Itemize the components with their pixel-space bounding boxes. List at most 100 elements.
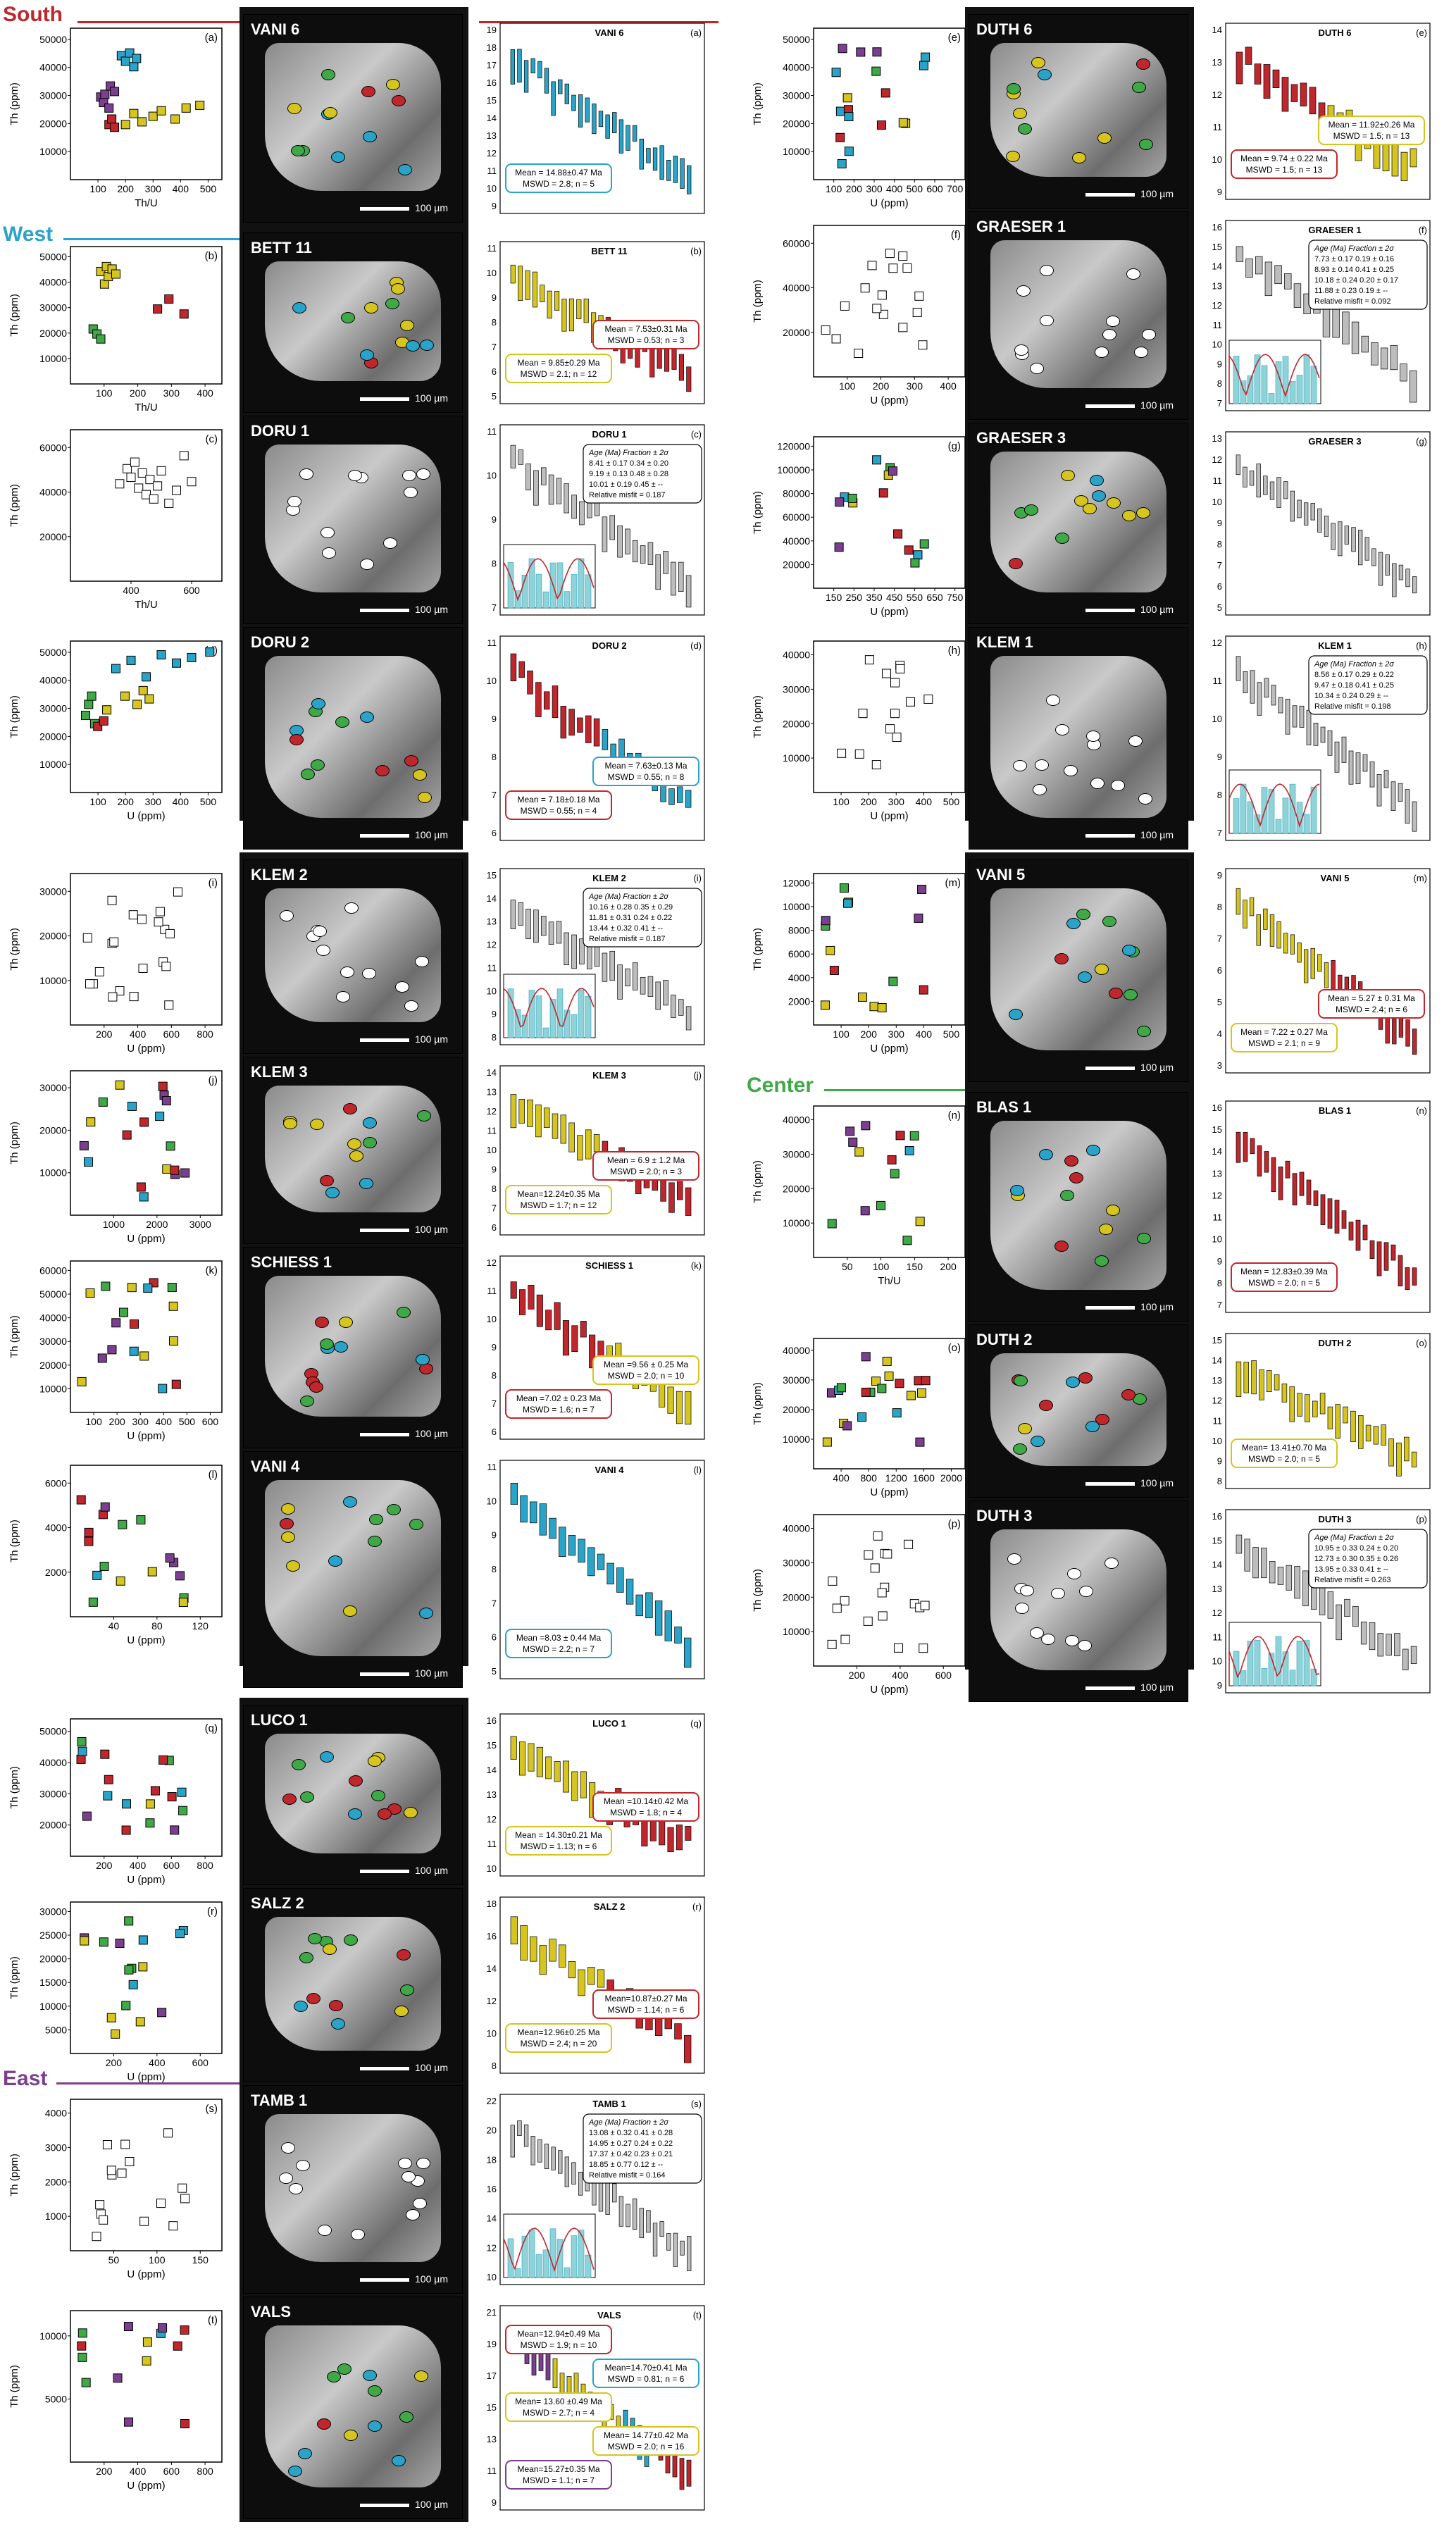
table-row: 14.95 ± 0.27 0.24 ± 0.22 (589, 2139, 673, 2148)
mean-age-text: Mean = 14.30±0.21 Ma (515, 1830, 602, 1840)
age-bar (673, 156, 678, 183)
age-tick-label: 9 (1217, 187, 1222, 197)
data-point (914, 913, 923, 923)
scale-bar: 100 µm (1085, 399, 1174, 411)
age-tick-label: 10 (487, 2028, 497, 2039)
age-bar (1371, 342, 1379, 366)
age-tick-label: 10 (487, 2272, 497, 2282)
mean-age-box (505, 1185, 612, 1214)
age-tick-label: 7 (492, 1398, 497, 1409)
age-tick-label: 11 (487, 166, 497, 176)
age-bar (602, 952, 608, 982)
analysis-spot (368, 1756, 382, 1767)
panel-letter: (g) (1416, 436, 1427, 447)
y-tick-label: 10000 (39, 1383, 67, 1394)
histogram-bar (578, 990, 585, 1038)
scale-bar: 100 µm (360, 829, 448, 840)
age-tick-label: 10 (1212, 1656, 1222, 1667)
age-bar (1243, 671, 1248, 693)
data-point (123, 2322, 133, 2332)
age-bar (609, 951, 616, 981)
data-point (843, 898, 853, 908)
mean-age-text: Mean=14.70±0.41 Ma (605, 2363, 687, 2373)
y-tick-label: 40000 (783, 62, 810, 73)
age-bar (578, 1969, 585, 1996)
age-bar (1310, 947, 1315, 979)
age-bar (626, 1579, 634, 1605)
data-point (142, 672, 151, 682)
analysis-spot (364, 302, 379, 314)
data-point (898, 323, 908, 333)
age-bar (685, 1006, 692, 1031)
mswd-text: MSWD = 1.13; n = 6 (521, 1841, 597, 1851)
mean-age-text: Mean = 7.63±0.13 Ma (605, 761, 687, 771)
analysis-spot (1126, 268, 1141, 280)
mean-age-text: Mean =7.02 ± 0.23 Ma (516, 1393, 602, 1403)
age-tick-label: 9 (1217, 518, 1222, 528)
x-tick-label: 250 (846, 592, 863, 603)
mswd-text: MSWD = 1.14; n = 6 (608, 2005, 685, 2015)
age-bar (1269, 481, 1275, 500)
analysis-spot (299, 468, 314, 480)
age-bar (1245, 258, 1253, 278)
age-bar (677, 1181, 683, 1200)
age-tick-label: 19 (487, 2339, 497, 2349)
data-point (895, 664, 905, 673)
age-bar (543, 1107, 550, 1128)
data-point (111, 269, 120, 279)
data-point (158, 2323, 168, 2333)
scatter-frame (70, 1901, 223, 2054)
age-tick-label: 7 (492, 790, 497, 800)
age-bar (510, 1094, 517, 1129)
x-tick-label: 100 (839, 380, 856, 392)
mswd-text: MSWD = 2.7; n = 4 (523, 2408, 595, 2418)
age-bar (1390, 781, 1396, 811)
age-bar (679, 2458, 685, 2490)
data-point (76, 1754, 86, 1764)
data-point (118, 1520, 127, 1529)
age-bar (1369, 1240, 1375, 1259)
age-bar (1390, 344, 1398, 371)
data-point (835, 106, 845, 116)
y-tick-label: 20000 (39, 931, 67, 942)
age-bar (1310, 503, 1315, 521)
histogram-bar (556, 988, 564, 1038)
y-tick-label: 60000 (783, 237, 810, 249)
table-header: Age (Ma) Fraction ± 2σ (588, 449, 668, 457)
x-axis-label: U (ppm) (127, 1634, 165, 1646)
data-point (918, 340, 928, 350)
histogram-bar (535, 573, 542, 609)
analysis-spot (316, 944, 331, 956)
age-plot-title: DORU 2 (592, 640, 626, 651)
y-tick-label: 50000 (39, 251, 67, 262)
table-row: 9.47 ± 0.18 0.41 ± 0.25 (1314, 681, 1394, 690)
analysis-spot (361, 86, 375, 98)
analysis-spot (1077, 1639, 1092, 1651)
data-point (100, 1502, 110, 1512)
data-point (127, 1101, 137, 1111)
x-axis-label: U (ppm) (127, 1043, 165, 1055)
analysis-spot (1020, 1584, 1035, 1596)
data-point (895, 1131, 905, 1141)
age-bar (598, 2180, 604, 2212)
scatter-plot-d: (d)1000020000300004000050000100200300400… (8, 640, 223, 822)
age-bar (678, 999, 684, 1016)
age-tick-label: 11 (1213, 1212, 1223, 1223)
y-tick-label: 6000 (45, 1477, 67, 1489)
age-bar (510, 1916, 518, 1945)
y-tick-label: 40000 (783, 1114, 810, 1126)
age-bar (518, 661, 525, 678)
analysis-spot (1121, 1388, 1136, 1400)
analysis-spot (340, 966, 355, 978)
analysis-spot (1094, 1255, 1109, 1267)
analysis-spot (1142, 328, 1157, 340)
analysis-spot (334, 1341, 349, 1353)
histogram-bar (1275, 1636, 1282, 1686)
x-tick-label: 80 (151, 1620, 163, 1632)
histogram-bar (1303, 1640, 1310, 1686)
histogram-bar (1240, 380, 1247, 404)
table-row: 11.88 ± 0.23 0.19 ± -- (1314, 287, 1388, 295)
analysis-spot (1018, 123, 1033, 135)
age-bar (1410, 1646, 1417, 1664)
